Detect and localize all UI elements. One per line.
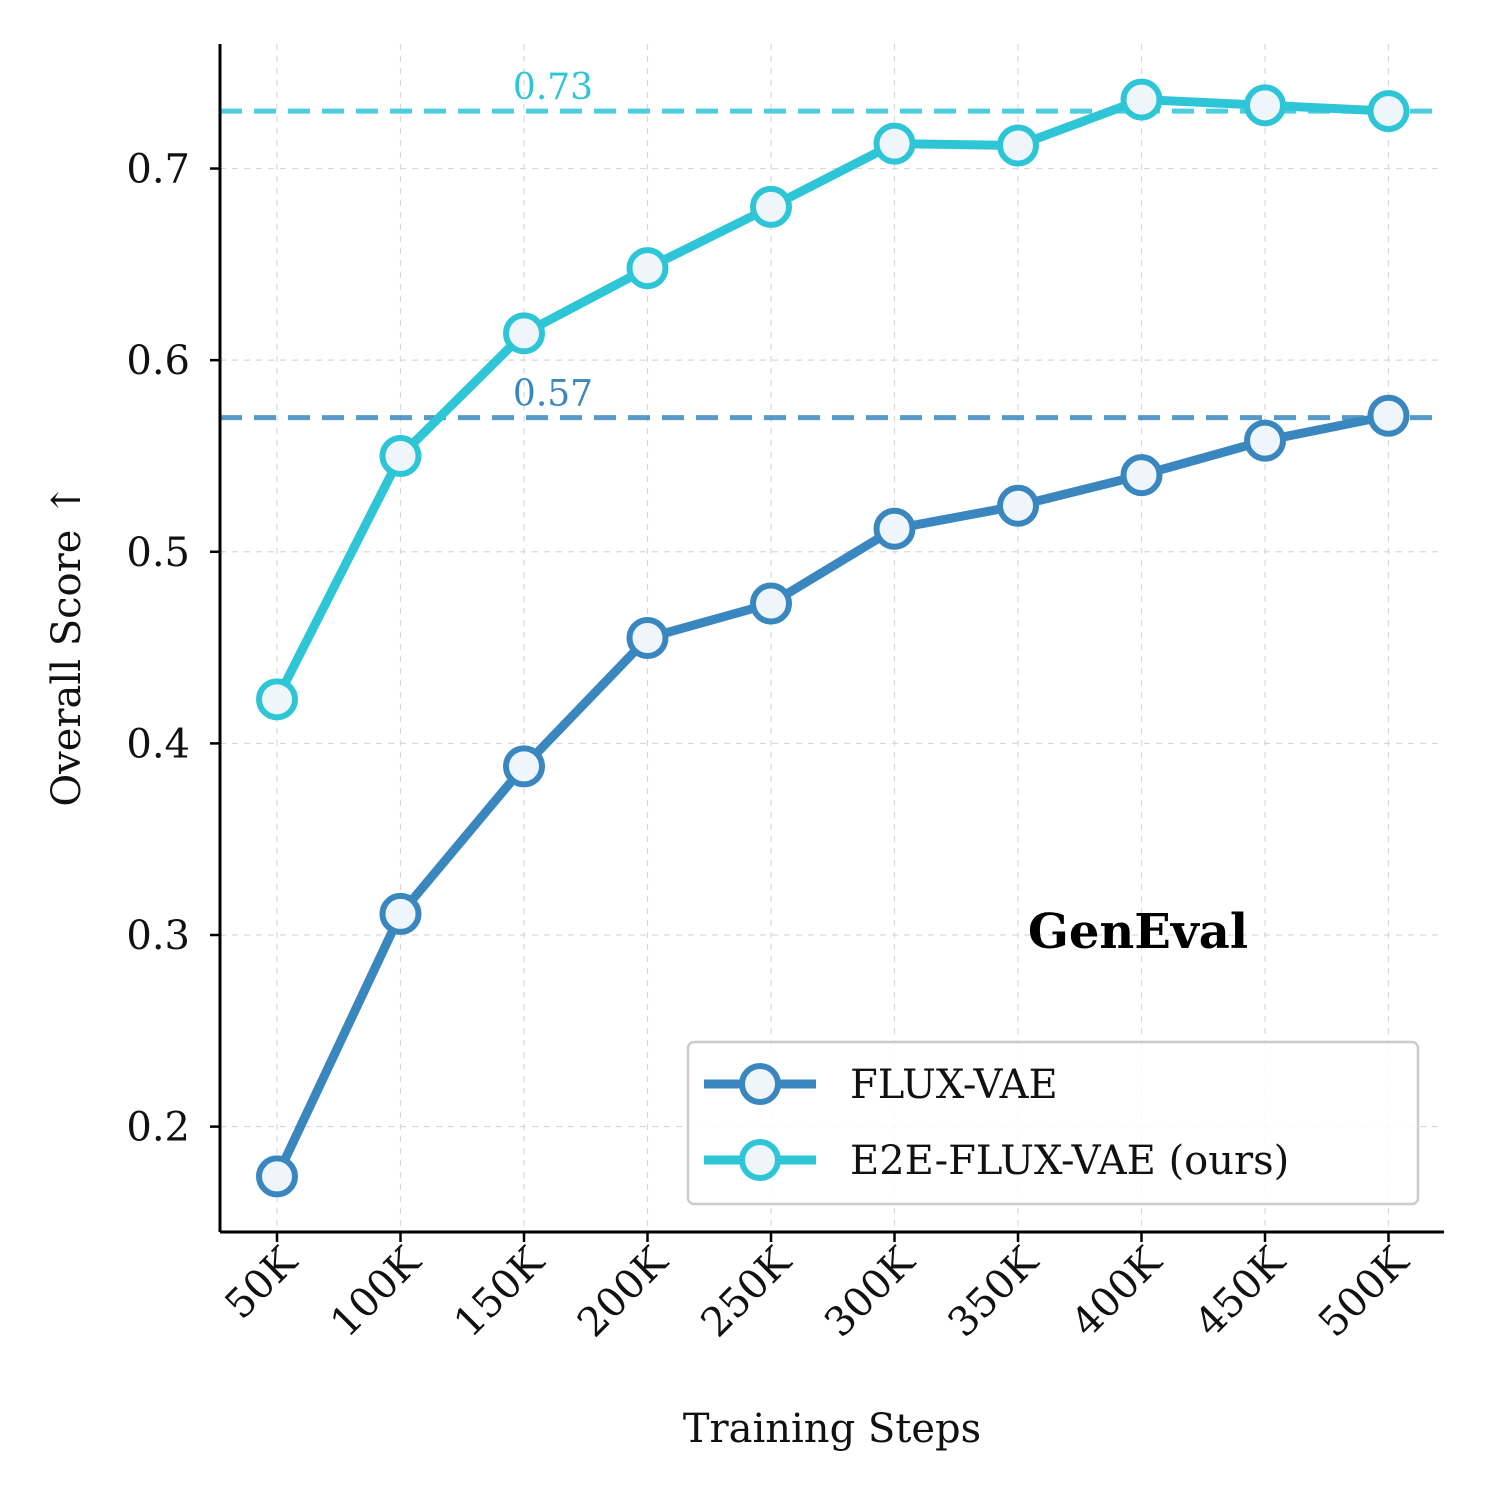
data-point	[626, 247, 669, 290]
data-point	[1120, 454, 1163, 497]
data-point	[750, 582, 792, 625]
y-tick-label: 0.2	[126, 1105, 190, 1151]
axes	[218, 44, 1444, 1234]
series-layer	[256, 78, 1410, 1198]
legend-label: E2E-FLUX-VAE (ours)	[850, 1138, 1289, 1184]
data-point	[873, 507, 916, 550]
data-point	[503, 312, 545, 355]
series-2	[256, 78, 1410, 721]
y-tick-label: 0.6	[126, 338, 190, 384]
x-tick-label: 350K	[939, 1238, 1047, 1346]
x-tick-label: 200K	[569, 1238, 677, 1346]
y-tick-label: 0.3	[126, 913, 190, 959]
reference-label-0.73: 0.73	[513, 67, 593, 108]
data-point	[379, 434, 422, 477]
data-point	[1120, 78, 1163, 121]
x-tick-label: 100K	[322, 1238, 430, 1346]
data-point	[1367, 90, 1410, 133]
x-ticks: 50K 100K 150K 200K 250K 300K 350K 400K 450K 500K	[216, 1232, 1418, 1346]
x-tick-label: 50K	[216, 1238, 306, 1328]
data-point	[256, 1155, 298, 1198]
series-line	[272, 95, 1393, 704]
x-tick-label: 500K	[1310, 1238, 1418, 1346]
legend: FLUX-VAE E2E-FLUX-VAE (ours)	[686, 1040, 1420, 1206]
data-point	[1367, 394, 1410, 437]
legend-box	[686, 1040, 1420, 1206]
reference-lines: 0.73 0.57	[220, 67, 1444, 421]
x-tick-label: 150K	[445, 1238, 553, 1346]
reference-label-0.57: 0.57	[513, 374, 593, 415]
panel-title: GenEval	[1028, 904, 1248, 960]
y-tick-label: 0.4	[126, 721, 190, 767]
y-tick-label: 0.5	[126, 530, 190, 576]
data-point	[503, 745, 545, 788]
data-point	[997, 124, 1039, 167]
series-line	[272, 411, 1393, 1181]
x-tick-label: 400K	[1063, 1238, 1171, 1346]
data-point	[997, 484, 1039, 527]
data-point	[1244, 419, 1286, 462]
data-point	[626, 617, 669, 659]
legend-marker	[739, 1063, 781, 1105]
data-point	[256, 678, 298, 721]
legend-marker	[739, 1139, 781, 1181]
series-1	[256, 394, 1410, 1198]
data-point	[873, 122, 916, 165]
grid	[220, 44, 1444, 1232]
x-tick-label: 450K	[1186, 1238, 1294, 1346]
x-tick-label: 300K	[816, 1238, 924, 1346]
legend-label: FLUX-VAE	[850, 1062, 1058, 1108]
data-point	[379, 892, 422, 935]
y-axis-label: Overall Score ↑	[44, 483, 90, 806]
y-tick-label: 0.7	[126, 147, 190, 193]
data-point	[750, 185, 792, 228]
data-point	[1244, 84, 1286, 127]
y-ticks: 0.2 0.3 0.4 0.5 0.6 0.7	[126, 147, 220, 1151]
x-tick-label: 250K	[692, 1238, 800, 1346]
x-axis-label: Training Steps	[683, 1406, 981, 1452]
